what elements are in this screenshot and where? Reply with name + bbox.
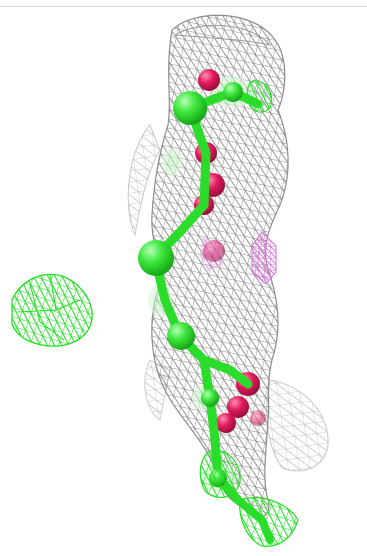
ligand-atoms [138, 82, 243, 487]
density-mesh-light [127, 124, 329, 472]
pink-density-mesh [199, 231, 277, 285]
top-border [0, 6, 367, 7]
isolated-mesh-blob [11, 273, 93, 347]
ligand-density-mesh [199, 79, 299, 547]
